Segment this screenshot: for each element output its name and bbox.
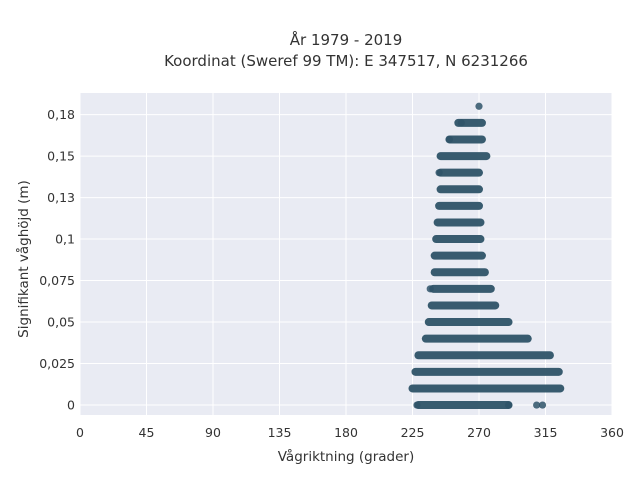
data-point [475,102,483,110]
y-tick-label: 0,13 [47,190,75,205]
x-tick-label: 270 [467,425,491,440]
x-axis-title: Vågriktning (grader) [278,448,415,465]
x-tick-label: 0 [76,425,84,440]
y-tick-label: 0,05 [47,315,75,330]
x-tick-label: 135 [268,425,292,440]
x-tick-label: 180 [334,425,358,440]
data-point [413,401,421,409]
data-point [445,135,454,144]
data-point [426,285,434,293]
grid-lines [79,93,613,415]
y-tick-label: 0 [67,398,75,413]
data-point [538,401,547,409]
chart-title: År 1979 - 2019 [290,30,403,49]
data-points [408,102,565,410]
data-point [435,169,443,177]
y-axis-ticks: 0 0,025 0,05 0,075 0,1 0,13 0,15 0,18 [39,107,75,412]
x-tick-label: 225 [401,425,425,440]
data-point [457,119,465,127]
x-tick-label: 90 [205,425,221,440]
data-point [504,401,513,409]
y-tick-label: 0,18 [47,107,75,122]
x-tick-label: 315 [534,425,558,440]
y-tick-label: 0,025 [39,356,75,371]
y-tick-label: 0,15 [47,149,75,164]
y-axis-title: Signifikant våghöjd (m) [15,180,32,338]
y-tick-label: 0,1 [55,232,75,247]
chart-subtitle: Koordinat (Sweref 99 TM): E 347517, N 62… [164,52,528,70]
data-point [533,401,541,409]
x-tick-label: 45 [139,425,155,440]
y-tick-label: 0,075 [39,273,75,288]
x-axis-ticks: 0 45 90 135 180 225 270 315 360 [76,425,624,440]
x-tick-label: 360 [600,425,624,440]
